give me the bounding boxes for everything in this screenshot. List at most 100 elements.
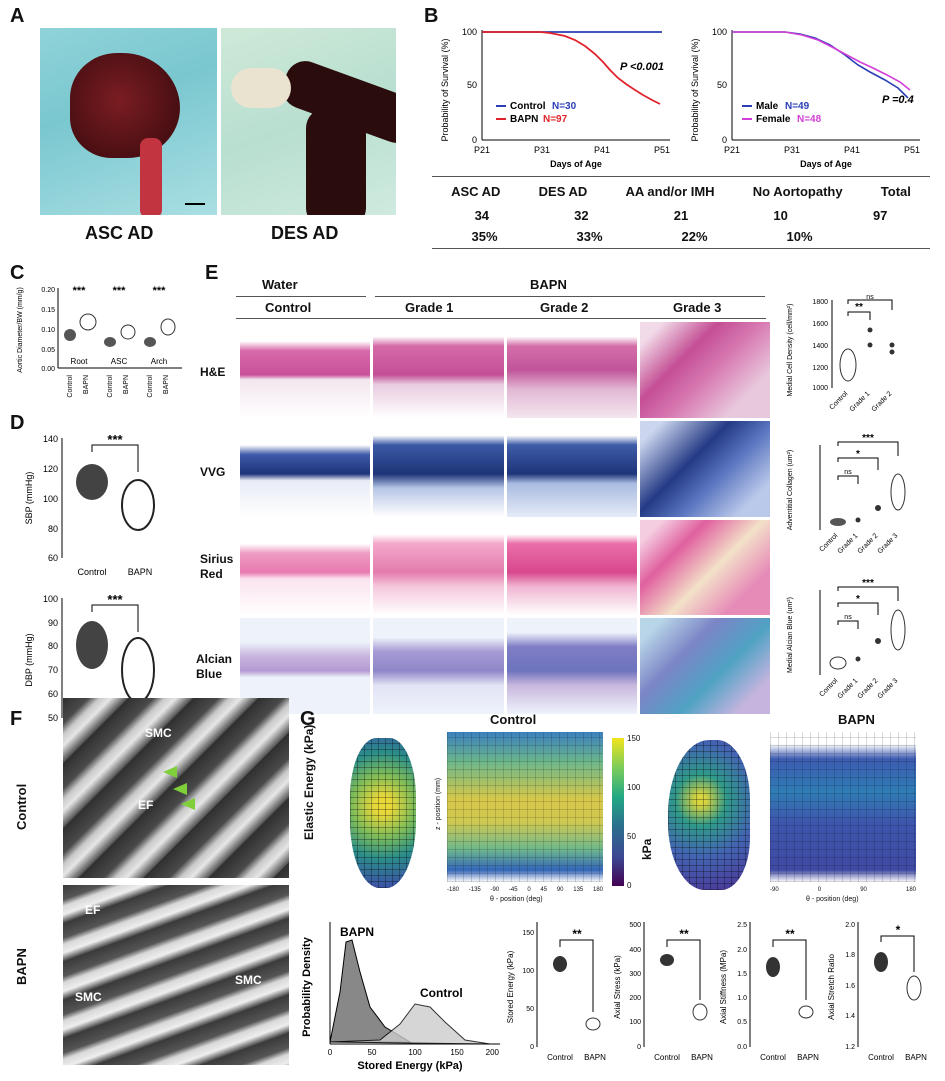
control-xaxis: θ - position (deg) bbox=[490, 896, 543, 903]
xl: Grade 1 bbox=[849, 390, 872, 413]
bapn-vessel-3d bbox=[668, 740, 750, 890]
des-ad-photo bbox=[221, 28, 396, 215]
xl: Grade 1 bbox=[837, 532, 860, 555]
tick: 0 bbox=[817, 887, 822, 893]
tick: 0.0 bbox=[737, 1044, 747, 1051]
dbp-plot: DBP (mmHg) 100 90 80 70 60 50 *** Contro… bbox=[24, 592, 155, 737]
axial-stretch-plot: Axial Stretch Ratio 2.0 1.8 1.6 1.4 1.2 … bbox=[827, 922, 927, 1062]
tick: 100 bbox=[627, 783, 641, 792]
f-control-label: Control bbox=[14, 783, 29, 830]
sbp-ylabel: SBP (mmHg) bbox=[24, 472, 34, 525]
sig: ** bbox=[855, 302, 863, 313]
xtick-p21-left: P21 bbox=[474, 145, 490, 155]
asc-ad-caption: ASC AD bbox=[85, 223, 154, 243]
e-water: Water bbox=[262, 277, 298, 292]
e-col-grade3: Grade 3 bbox=[673, 300, 722, 315]
xtick-p41-right: P41 bbox=[844, 145, 860, 155]
f-bapn-label: BAPN bbox=[14, 948, 29, 985]
xtick-p31-right: P31 bbox=[784, 145, 800, 155]
th-des-ad: DES AD bbox=[538, 184, 588, 199]
sig: ** bbox=[785, 927, 795, 941]
ef-label: EF bbox=[138, 798, 154, 812]
tick: 45 bbox=[540, 887, 548, 893]
legend-female-n: N=48 bbox=[797, 114, 822, 125]
tick: 150 bbox=[627, 734, 641, 743]
ytick: 120 bbox=[43, 464, 58, 474]
c-ylabel: Aortic Diameter/BW (mm/g) bbox=[17, 287, 24, 373]
ylabel: Axial Stiffness (MPa) bbox=[719, 950, 728, 1024]
smc-label: SMC bbox=[75, 990, 102, 1004]
cell: 21 bbox=[673, 208, 689, 223]
tick: -90 bbox=[770, 887, 779, 893]
outcome-table-row-percent: 35% 33% 22% 10% bbox=[432, 229, 852, 244]
ytick-100-right: 100 bbox=[712, 27, 727, 37]
sirius-grade1 bbox=[373, 519, 504, 616]
xlabel: Stored Energy (kPa) bbox=[357, 1060, 462, 1072]
group-asc: ASC bbox=[111, 357, 128, 366]
em-control: SMC EF bbox=[63, 698, 289, 878]
legend-control-name: Control bbox=[510, 101, 546, 112]
legend-bapn-n: N=97 bbox=[543, 114, 568, 125]
xl: Control bbox=[828, 390, 849, 411]
tick: 135 bbox=[573, 887, 584, 893]
legend-male-n: N=49 bbox=[785, 101, 810, 112]
xl: Control bbox=[547, 1053, 573, 1062]
tick: 2.0 bbox=[845, 922, 855, 929]
g-elastic-label: Elastic Energy (kPa) bbox=[302, 725, 316, 840]
tick: 300 bbox=[629, 971, 641, 978]
dbp-ylabel: DBP (mmHg) bbox=[24, 633, 34, 686]
e-row-sirius-label: Sirius Red bbox=[200, 552, 234, 581]
alcian-grade2 bbox=[506, 618, 637, 714]
ylabel: Medial Alcian Blue (um²) bbox=[787, 597, 794, 673]
vvg-control bbox=[240, 420, 371, 517]
xl: Control bbox=[868, 1053, 894, 1062]
ytick: 0.20 bbox=[41, 287, 55, 294]
smc-label: SMC bbox=[235, 973, 262, 987]
group-arch: Arch bbox=[151, 357, 167, 366]
ytick: 0.00 bbox=[41, 366, 55, 373]
tick: 150 bbox=[522, 930, 534, 937]
tick: 2.5 bbox=[737, 922, 747, 929]
axial-stress-plot: Axial Stress (kPa) 500 400 300 200 100 0… bbox=[613, 922, 713, 1062]
he-grade1 bbox=[373, 322, 504, 418]
ytick: 60 bbox=[48, 553, 58, 563]
xl: BAPN bbox=[584, 1053, 606, 1062]
th-no-aortopathy: No Aortopathy bbox=[752, 184, 843, 199]
xl: Grade 3 bbox=[877, 677, 900, 700]
ytick: 90 bbox=[48, 618, 58, 628]
tick: -135 bbox=[468, 887, 481, 893]
panel-label-g: G bbox=[300, 708, 316, 730]
ytick: 80 bbox=[48, 641, 58, 651]
sig: *** bbox=[107, 432, 123, 447]
tick: 100 bbox=[408, 1048, 422, 1057]
tick: 0 bbox=[530, 1044, 534, 1051]
survival-ylabel-right: Probability of Survival (%) bbox=[690, 38, 700, 141]
tick: 100 bbox=[629, 1019, 641, 1026]
ytick-50-right: 50 bbox=[717, 80, 727, 90]
ylabel: Axial Stretch Ratio bbox=[827, 954, 836, 1020]
colorbar-unit: kPa bbox=[640, 838, 654, 860]
tick: -45 bbox=[508, 887, 518, 893]
tick: 50 bbox=[526, 1006, 534, 1013]
p-value-right: P =0.4 bbox=[882, 94, 914, 106]
xl: Grade 2 bbox=[871, 390, 894, 413]
sirius-control bbox=[240, 519, 371, 616]
panel-label-c: C bbox=[10, 262, 25, 284]
panel-label-f: F bbox=[10, 708, 23, 730]
ytick: 1000 bbox=[812, 385, 828, 392]
colorbar bbox=[612, 738, 624, 886]
tick: 1.2 bbox=[845, 1044, 855, 1051]
xl: Control bbox=[654, 1053, 680, 1062]
sirius-grade2 bbox=[506, 519, 637, 616]
tick: 90 bbox=[556, 887, 564, 893]
th-total: Total bbox=[880, 184, 911, 199]
tick: -180 bbox=[447, 887, 460, 893]
e-col-grade1: Grade 1 bbox=[405, 300, 454, 315]
panel-label-a: A bbox=[10, 5, 25, 27]
panel-label-d: D bbox=[10, 412, 25, 434]
sig: * bbox=[896, 923, 901, 937]
e-row-alcian: Alcian Blue bbox=[196, 652, 244, 682]
ytick: 140 bbox=[43, 434, 58, 444]
legend-male-name: Male bbox=[756, 101, 779, 112]
tick: 0 bbox=[328, 1048, 333, 1057]
